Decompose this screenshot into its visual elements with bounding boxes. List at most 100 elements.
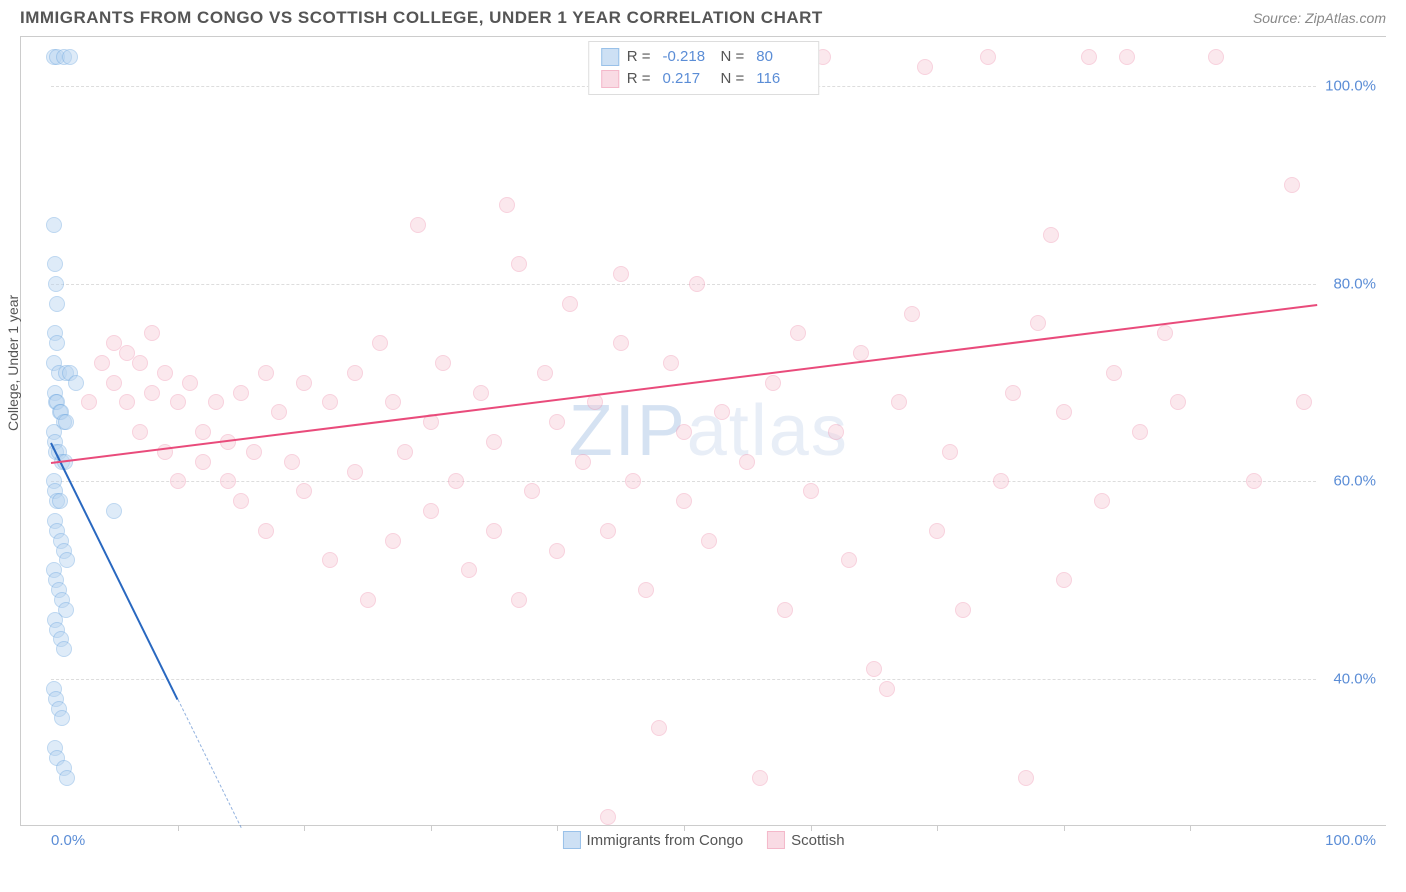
scatter-point [423, 503, 439, 519]
scatter-point [246, 444, 262, 460]
scatter-point [258, 523, 274, 539]
x-tick-mark [178, 825, 179, 831]
scatter-point [59, 770, 75, 786]
scatter-point [866, 661, 882, 677]
scatter-point [157, 365, 173, 381]
scatter-point [170, 394, 186, 410]
scatter-point [511, 256, 527, 272]
scatter-point [891, 394, 907, 410]
scatter-point [739, 454, 755, 470]
scatter-point [676, 424, 692, 440]
x-tick-mark [557, 825, 558, 831]
scatter-point [208, 394, 224, 410]
series-legend-item: Scottish [767, 831, 844, 849]
scatter-point [499, 197, 515, 213]
scatter-point [752, 770, 768, 786]
scatter-point [385, 394, 401, 410]
scatter-point [1018, 770, 1034, 786]
chart-source: Source: ZipAtlas.com [1253, 10, 1386, 26]
scatter-point [549, 414, 565, 430]
scatter-point [59, 552, 75, 568]
legend-swatch [767, 831, 785, 849]
watermark: ZIPatlas [569, 390, 849, 472]
scatter-point [132, 355, 148, 371]
scatter-point [296, 375, 312, 391]
scatter-point [322, 552, 338, 568]
scatter-point [49, 335, 65, 351]
chart-header: IMMIGRANTS FROM CONGO VS SCOTTISH COLLEG… [0, 0, 1406, 32]
series-legend-label: Immigrants from Congo [586, 832, 743, 849]
scatter-point [765, 375, 781, 391]
x-tick-min: 0.0% [51, 832, 85, 849]
scatter-point [271, 404, 287, 420]
scatter-point [448, 473, 464, 489]
scatter-point [1284, 177, 1300, 193]
scatter-point [1170, 394, 1186, 410]
scatter-point [347, 464, 363, 480]
legend-swatch [601, 48, 619, 66]
scatter-point [841, 552, 857, 568]
scatter-point [296, 483, 312, 499]
scatter-point [68, 375, 84, 391]
chart-title: IMMIGRANTS FROM CONGO VS SCOTTISH COLLEG… [20, 8, 823, 28]
scatter-point [1246, 473, 1262, 489]
legend-r-label: R = [627, 68, 651, 90]
scatter-point [904, 306, 920, 322]
x-tick-mark [1190, 825, 1191, 831]
scatter-point [1208, 49, 1224, 65]
scatter-point [195, 424, 211, 440]
scatter-point [790, 325, 806, 341]
scatter-point [233, 493, 249, 509]
scatter-point [435, 355, 451, 371]
scatter-point [132, 424, 148, 440]
series-legend-label: Scottish [791, 832, 844, 849]
scatter-point [1081, 49, 1097, 65]
scatter-point [410, 217, 426, 233]
scatter-point [575, 454, 591, 470]
legend-n-value: 80 [756, 46, 806, 68]
scatter-point [62, 49, 78, 65]
scatter-point [48, 276, 64, 292]
correlation-legend: R =-0.218N =80R =0.217N =116 [588, 41, 820, 95]
y-tick-label: 60.0% [1333, 473, 1376, 490]
legend-r-value: 0.217 [663, 68, 713, 90]
scatter-point [47, 256, 63, 272]
scatter-point [828, 424, 844, 440]
scatter-point [372, 335, 388, 351]
scatter-point [613, 266, 629, 282]
scatter-point [879, 681, 895, 697]
scatter-point [94, 355, 110, 371]
scatter-point [651, 720, 667, 736]
scatter-point [537, 365, 553, 381]
x-tick-max: 100.0% [1325, 832, 1376, 849]
scatter-point [1094, 493, 1110, 509]
scatter-point [993, 473, 1009, 489]
scatter-point [144, 385, 160, 401]
scatter-point [955, 602, 971, 618]
scatter-point [980, 49, 996, 65]
scatter-point [106, 503, 122, 519]
scatter-point [397, 444, 413, 460]
scatter-point [600, 523, 616, 539]
scatter-plot: ZIPatlas 40.0%60.0%80.0%100.0% [51, 37, 1316, 825]
x-tick-mark [1064, 825, 1065, 831]
y-tick-label: 100.0% [1325, 78, 1376, 95]
scatter-point [486, 523, 502, 539]
scatter-point [486, 434, 502, 450]
scatter-point [347, 365, 363, 381]
scatter-point [233, 385, 249, 401]
scatter-point [170, 473, 186, 489]
trend-line [177, 699, 241, 828]
y-axis-label: College, Under 1 year [5, 295, 21, 431]
x-tick-mark [304, 825, 305, 831]
series-legend-item: Immigrants from Congo [562, 831, 743, 849]
scatter-point [195, 454, 211, 470]
scatter-point [625, 473, 641, 489]
series-legend: Immigrants from Congo Scottish [562, 831, 844, 849]
scatter-point [46, 217, 62, 233]
scatter-point [49, 296, 65, 312]
scatter-point [511, 592, 527, 608]
scatter-point [1056, 404, 1072, 420]
scatter-point [638, 582, 654, 598]
legend-n-label: N = [721, 46, 745, 68]
